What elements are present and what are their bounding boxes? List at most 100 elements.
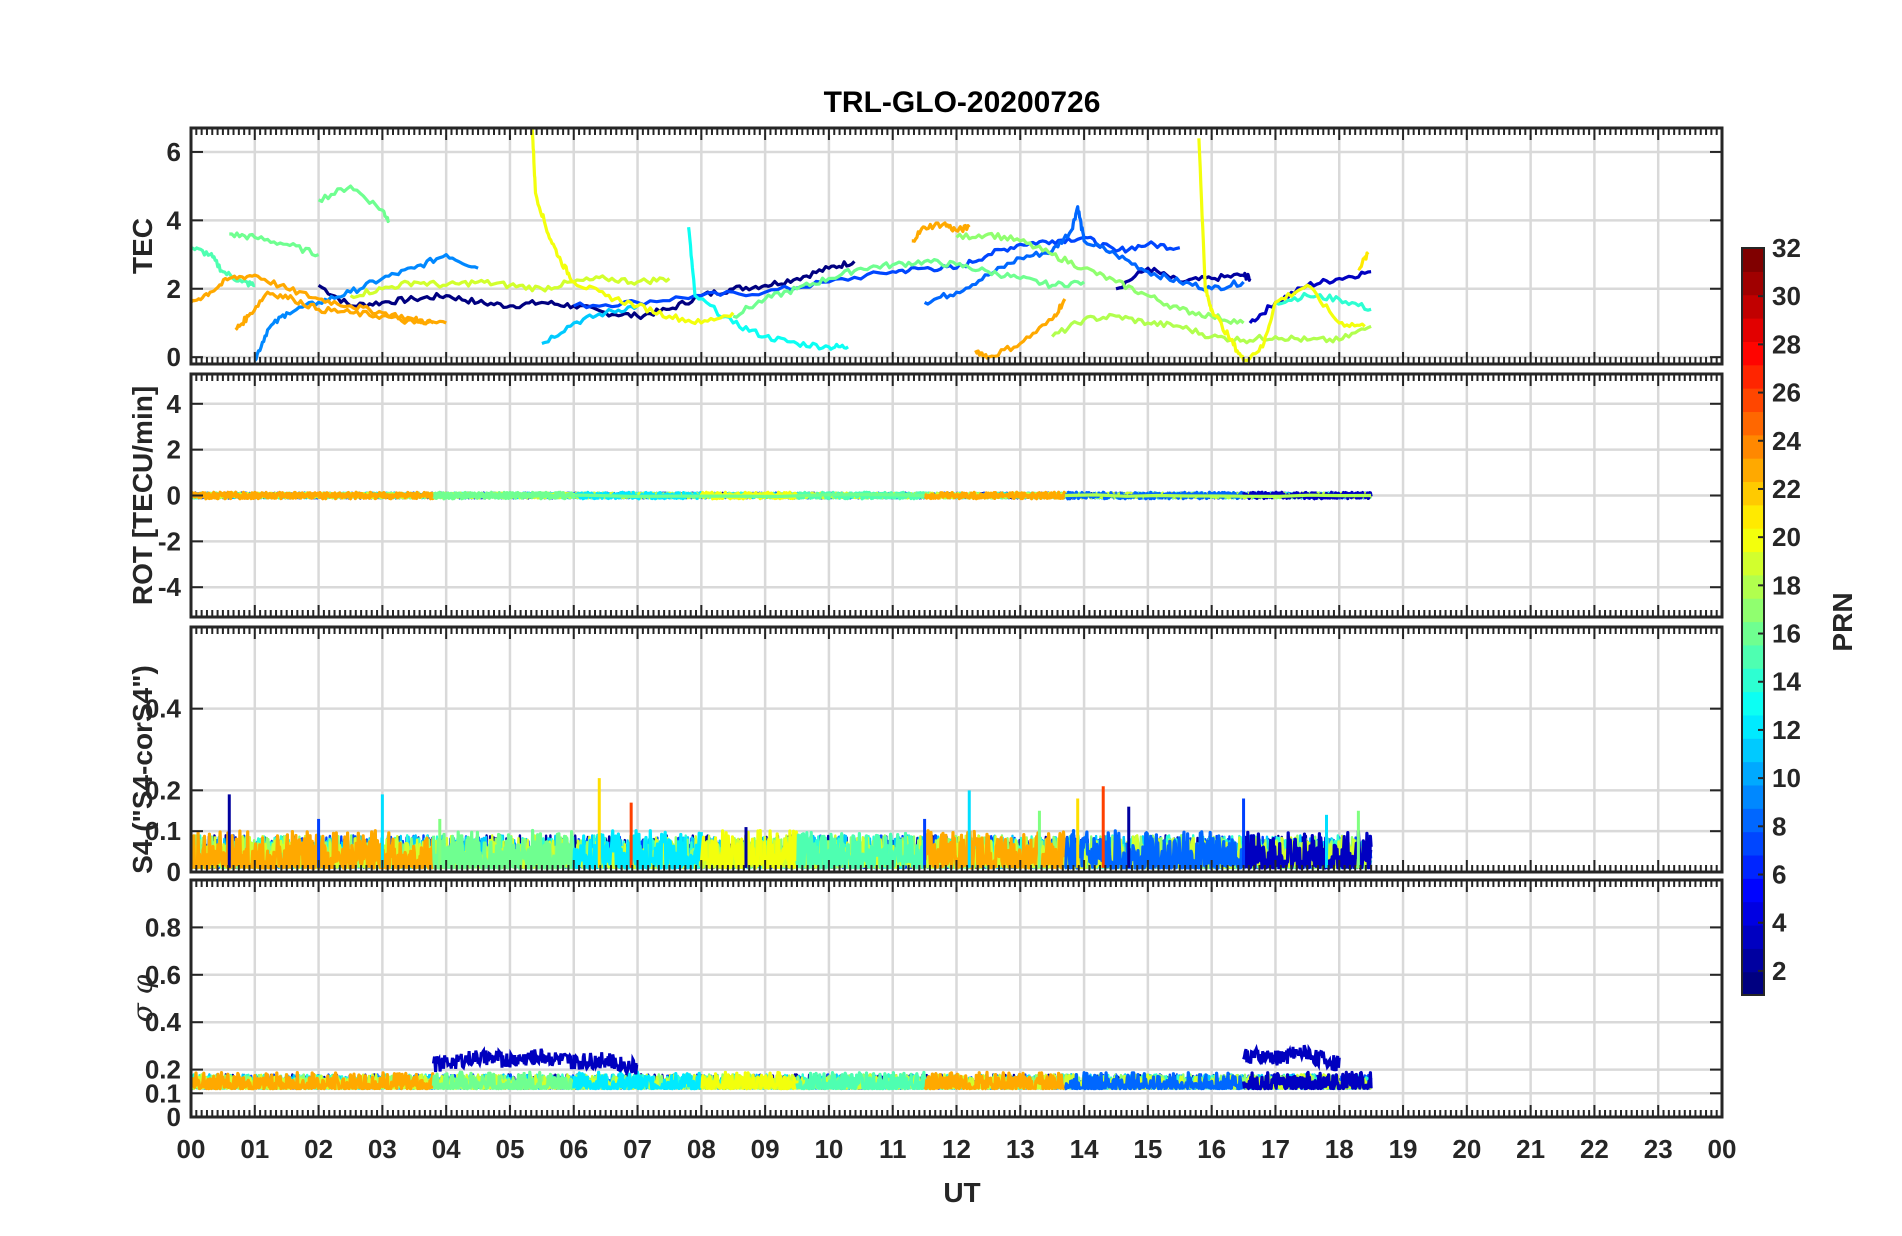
colorbar-swatch [1742,761,1764,786]
colorbar-swatch [1742,901,1764,926]
noise-trace [1064,1071,1246,1091]
colorbar-swatch [1742,318,1764,342]
x-tick-label: 02 [304,1134,333,1164]
colorbar-swatch [1742,831,1764,856]
x-tick-label: 22 [1580,1134,1609,1164]
colorbar-swatch [1742,271,1764,296]
series-line [955,231,1245,325]
colorbar-swatch [1742,411,1764,436]
colorbar-swatch [1742,808,1764,833]
x-tick-label: 06 [559,1134,588,1164]
y-tick-label: -4 [158,572,182,602]
series-line [573,235,1181,310]
colorbar-tick-label: 24 [1772,426,1801,456]
colorbar-swatch [1742,388,1764,413]
data-layer [191,128,1372,363]
y-tick-label: 0.2 [145,1055,181,1085]
colorbar-swatch [1742,574,1764,599]
x-tick-label: 00 [177,1134,206,1164]
x-tick-label: 12 [942,1134,971,1164]
x-tick-label: 15 [1133,1134,1162,1164]
x-tick-label: 10 [814,1134,843,1164]
colorbar-tick-label: 12 [1772,715,1801,745]
series-line [1064,493,1372,498]
x-tick-label: 01 [240,1134,269,1164]
y-tick-label: 4 [167,205,182,235]
colorbar-tick-label: 22 [1772,474,1801,504]
x-tick-label: 16 [1197,1134,1226,1164]
noise-trace [700,1070,799,1091]
colorbar-label: PRN [1827,592,1858,651]
x-tick-label: 08 [687,1134,716,1164]
y-axis-label: TEC [127,218,158,274]
series-line [253,253,479,362]
colorbar-tick-label: 20 [1772,522,1801,552]
series-line [349,274,671,300]
noise-trace [923,1070,1067,1091]
colorbar-tick-label: 16 [1772,619,1801,649]
noise-trace [431,828,576,870]
colorbar-swatch [1742,948,1764,973]
x-tick-label: 11 [879,1134,907,1164]
colorbar-swatch [1742,854,1764,879]
x-axis-ticks: 00 01 02 03 04 05 06 07 08 09 10 11 12 13 14 15 16 17 18 19… [177,1134,1737,1164]
series-line [229,231,320,258]
colorbar-tick-label: 32 [1772,233,1801,263]
tec-panel: 0 2 4 6 TEC [127,126,1724,372]
series-line [1115,266,1252,291]
series-line [317,184,391,224]
noise-trace [923,829,1067,870]
y-tick-label: 0.2 [145,775,181,805]
colorbar-tick-label: 28 [1772,329,1801,359]
series-line [1197,138,1366,363]
y-tick-label: 0.1 [145,816,181,846]
y-tick-label: -2 [158,526,181,556]
colorbar-tick-label: 26 [1772,378,1801,408]
x-tick-label: 03 [368,1134,397,1164]
colorbar-swatch [1742,481,1764,506]
series-line [732,258,1086,319]
colorbar-tick-label: 14 [1772,667,1801,697]
series-line [191,246,256,288]
x-axis-label: UT [943,1177,980,1208]
colorbar-swatch [1742,434,1764,459]
x-tick-label: 23 [1644,1134,1673,1164]
data-layer [191,1043,1373,1091]
x-tick-label: 19 [1389,1134,1418,1164]
y-tick-label: 0 [167,481,181,511]
series-line [687,227,849,351]
x-tick-label: 18 [1325,1134,1354,1164]
data-layer [191,778,1373,870]
colorbar-swatch [1742,738,1764,763]
noise-trace [191,829,435,870]
colorbar-tick-label: 2 [1772,956,1786,986]
y-tick-label: 6 [167,137,181,167]
colorbar-tick-label: 18 [1772,570,1801,600]
colorbar-swatch [1742,691,1764,716]
x-tick-label: 07 [623,1134,652,1164]
sigma-phi-band [431,1046,639,1075]
noise-trace [431,1070,576,1091]
y-tick-label: 4 [167,389,182,419]
colorbar-swatch [1742,971,1764,996]
colorbar-tick-label: 6 [1772,860,1786,890]
y-tick-label: 0.4 [145,694,182,724]
y-tick-label: 0.8 [145,912,181,942]
y-axis-label: σ φ [126,974,159,1022]
x-tick-label: 09 [751,1134,780,1164]
x-tick-label: 04 [432,1134,461,1164]
x-tick-label: 00 [1708,1134,1737,1164]
colorbar-swatch [1742,668,1764,693]
series-line [1357,251,1370,271]
colorbar-tick-label: 10 [1772,763,1801,793]
x-tick-label: 17 [1261,1134,1290,1164]
series-line [911,221,971,243]
colorbar-swatch [1742,924,1764,949]
y-tick-label: 0.1 [145,1078,181,1108]
colorbar-swatch [1742,504,1764,529]
chart-title: TRL-GLO-20200726 [824,86,1101,119]
series-line [541,304,639,346]
y-tick-label: 0.4 [145,1007,182,1037]
colorbar-tick-label: 8 [1772,811,1786,841]
